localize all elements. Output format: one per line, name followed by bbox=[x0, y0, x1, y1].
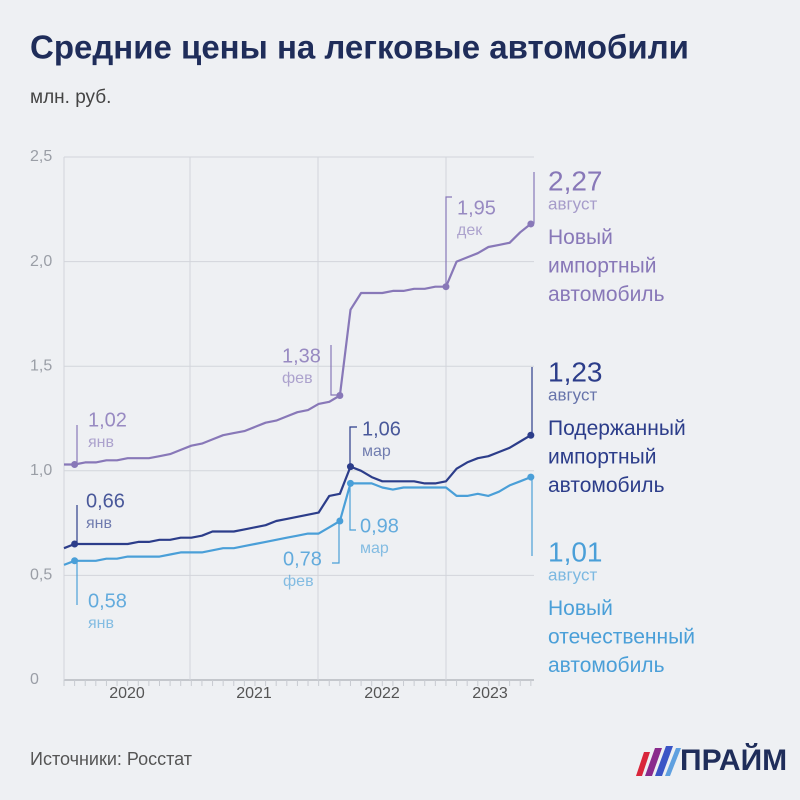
point bbox=[346, 479, 354, 487]
point bbox=[527, 220, 535, 228]
chart-title: Средние цены на легковые автомобили bbox=[30, 29, 689, 66]
month-label: фев bbox=[283, 573, 314, 590]
month-label: янв bbox=[86, 515, 112, 532]
legend-label: Новый отечественный автомобиль bbox=[548, 597, 695, 677]
x-tick-label: 2023 bbox=[472, 685, 508, 702]
end-value-label: 1,23 bbox=[548, 356, 603, 387]
point bbox=[336, 391, 344, 399]
month-label: янв bbox=[88, 615, 114, 632]
value-label: 0,66 bbox=[86, 490, 125, 512]
month-label: дек bbox=[457, 222, 483, 239]
value-label: 1,38 bbox=[282, 345, 321, 367]
month-label: фев bbox=[282, 370, 313, 387]
value-label: 0,98 bbox=[360, 515, 399, 537]
value-label: 1,95 bbox=[457, 197, 496, 219]
value-label: 1,06 bbox=[362, 418, 401, 440]
month-label: янв bbox=[88, 434, 114, 451]
value-label: 1,02 bbox=[88, 409, 127, 431]
point bbox=[527, 473, 535, 481]
legend-label: Подержанный импортный автомобиль bbox=[548, 417, 686, 497]
leader-line bbox=[349, 426, 357, 467]
x-tick-label: 2022 bbox=[364, 685, 400, 702]
point bbox=[336, 517, 344, 525]
point bbox=[527, 431, 535, 439]
point bbox=[442, 283, 450, 291]
y-tick-label: 1,0 bbox=[30, 462, 52, 479]
y-tick-label: 0,5 bbox=[30, 567, 52, 584]
y-tick-label: 0 bbox=[30, 671, 39, 688]
legend-label: Новый импортный автомобиль bbox=[548, 226, 665, 306]
end-value-label: 1,01 bbox=[548, 536, 603, 567]
month-label: мар bbox=[360, 540, 389, 557]
end-month-label: август bbox=[548, 194, 597, 213]
subtitle: млн. руб. bbox=[30, 87, 111, 108]
end-month-label: август bbox=[548, 565, 597, 584]
logo: ПРАЙМ bbox=[680, 743, 787, 777]
leader-line bbox=[349, 484, 356, 531]
point bbox=[71, 557, 79, 565]
y-tick-label: 1,5 bbox=[30, 357, 52, 374]
month-label: мар bbox=[362, 443, 391, 460]
leader-line bbox=[445, 196, 452, 286]
source: Источники: Росстат bbox=[30, 749, 192, 769]
series-line bbox=[63, 476, 532, 566]
point bbox=[71, 540, 79, 548]
point bbox=[346, 463, 354, 471]
end-month-label: август bbox=[548, 385, 597, 404]
x-tick-label: 2020 bbox=[109, 685, 145, 702]
y-tick-label: 2,0 bbox=[30, 253, 52, 270]
y-tick-label: 2,5 bbox=[30, 148, 52, 165]
value-label: 0,58 bbox=[88, 590, 127, 612]
logo-icon bbox=[636, 746, 681, 776]
point bbox=[71, 461, 79, 469]
leader-line bbox=[330, 345, 339, 396]
end-value-label: 2,27 bbox=[548, 165, 603, 196]
value-label: 0,78 bbox=[283, 548, 322, 570]
series-line bbox=[63, 434, 532, 550]
leader-line bbox=[332, 521, 340, 564]
x-tick-label: 2021 bbox=[236, 685, 272, 702]
series-line bbox=[64, 223, 532, 466]
